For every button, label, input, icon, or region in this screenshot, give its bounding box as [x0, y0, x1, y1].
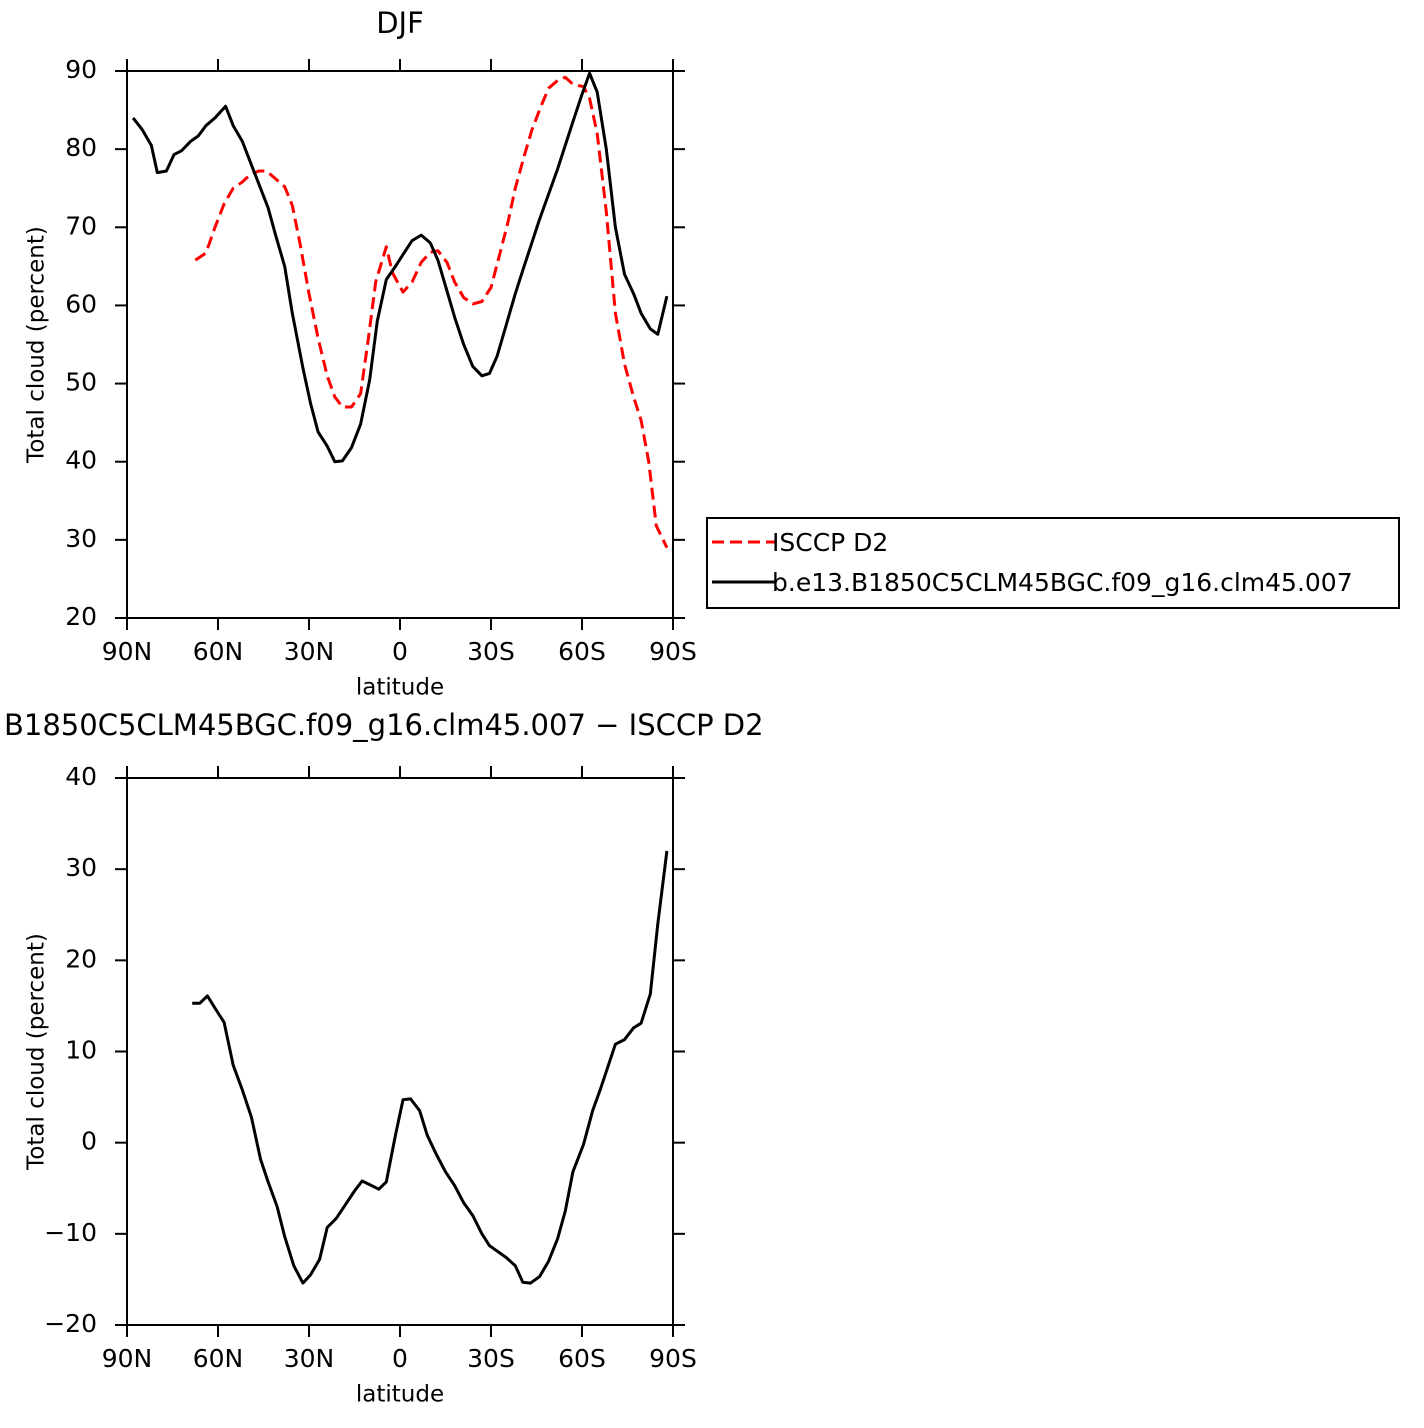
- x-tick-label: 60N: [193, 1344, 244, 1373]
- chart-title: B1850C5CLM45BGC.f09_g16.clm45.007 − ISCC…: [4, 708, 764, 742]
- y-axis-label: Total cloud (percent): [24, 226, 50, 464]
- plot-frame: [126, 70, 674, 619]
- x-tick-label: 30S: [467, 1344, 515, 1373]
- y-tick-label: 40: [65, 446, 97, 475]
- x-tick-label: 60S: [558, 1344, 606, 1373]
- y-tick-label: 30: [65, 853, 97, 882]
- y-tick-label: 20: [65, 944, 97, 973]
- y-tick-label: 40: [65, 762, 97, 791]
- x-tick-label: 60N: [193, 637, 244, 666]
- y-tick-label: −20: [44, 1309, 97, 1338]
- y-tick-label: 90: [65, 55, 97, 84]
- plot-frame: [126, 777, 674, 1326]
- x-axis-label: latitude: [356, 675, 444, 701]
- series-line: [192, 850, 669, 1285]
- x-tick-label: 60S: [558, 637, 606, 666]
- series-line: [131, 71, 669, 464]
- legend-label: ISCCP D2: [772, 528, 888, 557]
- legend-box: [706, 517, 1400, 609]
- x-tick-label: 0: [392, 1344, 408, 1373]
- series-line: [194, 75, 669, 549]
- y-tick-label: 0: [81, 1127, 97, 1156]
- x-tick-label: 90S: [649, 1344, 697, 1373]
- x-tick-label: 90S: [649, 637, 697, 666]
- x-tick-label: 90N: [102, 637, 153, 666]
- x-tick-label: 30N: [284, 637, 335, 666]
- y-tick-label: 20: [65, 602, 97, 631]
- x-tick-label: 30S: [467, 637, 515, 666]
- y-tick-label: 60: [65, 289, 97, 318]
- y-tick-label: 80: [65, 133, 97, 162]
- x-tick-label: 90N: [102, 1344, 153, 1373]
- y-tick-label: 50: [65, 368, 97, 397]
- legend-label: b.e13.B1850C5CLM45BGC.f09_g16.clm45.007: [772, 568, 1353, 597]
- x-axis-label: latitude: [356, 1382, 444, 1408]
- x-tick-label: 0: [392, 637, 408, 666]
- y-axis-label: Total cloud (percent): [24, 933, 50, 1171]
- y-tick-label: 70: [65, 211, 97, 240]
- y-tick-label: 10: [65, 1036, 97, 1065]
- x-tick-label: 30N: [284, 1344, 335, 1373]
- y-tick-label: −10: [44, 1218, 97, 1247]
- y-tick-label: 30: [65, 524, 97, 553]
- chart-title: DJF: [376, 6, 424, 40]
